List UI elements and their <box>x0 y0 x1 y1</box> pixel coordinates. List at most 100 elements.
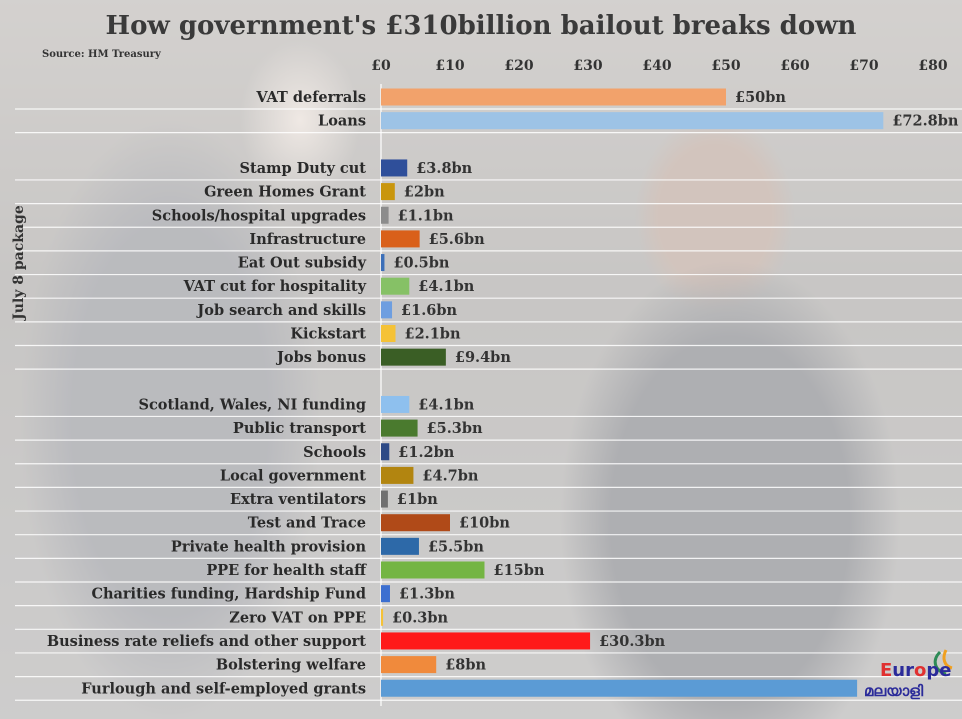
data-label: £2bn <box>404 184 445 201</box>
data-label: £5.5bn <box>428 538 484 555</box>
category-label: Scotland, Wales, NI funding <box>139 396 367 413</box>
data-label: £3.8bn <box>416 160 472 177</box>
bar <box>381 277 410 295</box>
bar-row: Scotland, Wales, NI funding £4.1bn <box>139 395 475 413</box>
category-label: Public transport <box>233 420 366 437</box>
bar-row: Infrastructure £5.6bn <box>249 230 485 248</box>
category-label: Local government <box>220 467 366 484</box>
bar <box>381 679 858 697</box>
group-label: Support since March <box>0 0 82 4</box>
category-label: Green Homes Grant <box>204 184 366 201</box>
category-label: Loans <box>318 113 366 130</box>
bar <box>381 112 884 130</box>
category-label: Jobs bonus <box>275 349 366 366</box>
data-label: £5.6bn <box>429 231 485 248</box>
category-label: Kickstart <box>290 326 366 343</box>
bar-row: Extra ventilators £1bn <box>230 490 438 508</box>
group-label: July 8 package <box>11 205 27 322</box>
data-label: £72.8bn <box>892 113 959 130</box>
bar <box>381 490 388 508</box>
category-label: Stamp Duty cut <box>240 160 367 177</box>
europe-logo: Europe മലയാളി <box>862 646 962 716</box>
logo-script: മലയാളി <box>864 682 924 700</box>
bar-row: Kickstart £2.1bn <box>290 325 461 343</box>
data-label: £1.3bn <box>399 586 455 603</box>
bar-row: Furlough and self-employed grants <box>81 679 858 697</box>
logo-text: Europe <box>880 660 952 681</box>
x-tick-label: £70 <box>849 58 878 74</box>
bar-row: Job search and skills £1.6bn <box>195 301 457 319</box>
bar <box>381 608 384 626</box>
category-label: Schools <box>303 444 366 461</box>
category-label: Infrastructure <box>249 231 366 248</box>
bar <box>381 514 450 532</box>
x-tick-label: £50 <box>711 58 740 74</box>
category-label: Zero VAT on PPE <box>229 609 366 626</box>
bar-row: Test and Trace £10bn <box>248 514 510 532</box>
bar <box>381 348 446 366</box>
data-label: £4.1bn <box>418 396 474 413</box>
source-note: Source: HM Treasury <box>42 49 162 60</box>
bar-row: Private health provision £5.5bn <box>171 537 484 555</box>
category-label: PPE for health staff <box>206 562 367 579</box>
x-tick-label: £30 <box>573 58 602 74</box>
bar <box>381 466 414 484</box>
bar <box>381 88 726 106</box>
category-label: Furlough and self-employed grants <box>81 680 366 697</box>
bar <box>381 395 410 413</box>
x-tick-label: £80 <box>918 58 947 74</box>
data-label: £50bn <box>735 89 786 106</box>
x-tick-label: £0 <box>371 58 391 74</box>
data-label: £4.7bn <box>422 467 478 484</box>
bar <box>381 301 393 319</box>
category-label: Extra ventilators <box>230 491 366 508</box>
bar <box>381 183 395 201</box>
bar <box>381 325 396 342</box>
gridlines <box>15 84 962 706</box>
x-tick-label: £10 <box>435 58 464 74</box>
bar-row: Zero VAT on PPE £0.3bn <box>229 608 449 626</box>
bar <box>381 585 390 603</box>
bar <box>381 206 389 224</box>
bar-row: Stamp Duty cut £3.8bn <box>240 159 473 177</box>
bar-row: Charities funding, Hardship Fund £1.3bn <box>91 585 455 603</box>
bar <box>381 159 408 177</box>
bar-row: Schools/hospital upgrades £1.1bn <box>152 206 454 224</box>
data-label: £30.3bn <box>599 633 666 650</box>
category-label: Charities funding, Hardship Fund <box>91 586 366 603</box>
data-label: £9.4bn <box>455 349 511 366</box>
bar-row: VAT deferrals £50bn <box>255 88 786 106</box>
data-label: £5.3bn <box>427 420 483 437</box>
category-label: Job search and skills <box>195 302 366 319</box>
bar-row: Public transport £5.3bn <box>233 419 483 437</box>
bar-row: VAT cut for hospitality £4.1bn <box>183 277 475 295</box>
data-label: £0.3bn <box>392 609 448 626</box>
data-label: £1.6bn <box>401 302 457 319</box>
bar-row: Eat Out subsidy £0.5bn <box>238 254 450 272</box>
bar-row: Green Homes Grant £2bn <box>204 183 445 201</box>
x-tick-label: £20 <box>504 58 533 74</box>
chart-title: How government's £310billion bailout bre… <box>106 11 857 41</box>
bar <box>381 419 418 437</box>
bar <box>381 561 485 579</box>
category-label: VAT cut for hospitality <box>183 278 367 295</box>
category-label: Private health provision <box>171 538 367 555</box>
x-tick-label: £40 <box>642 58 671 74</box>
bar <box>381 230 420 248</box>
bar-row: PPE for health staff £15bn <box>206 561 545 579</box>
bar-row: Bolstering welfare £8bn <box>216 656 487 674</box>
x-tick-label: £60 <box>780 58 809 74</box>
category-label: Eat Out subsidy <box>238 255 367 272</box>
data-label: £10bn <box>459 515 510 532</box>
data-label: £1.1bn <box>398 207 454 224</box>
x-axis-ticks: £0 £10 £20 £30 £40 £50 £60 £70 £80 <box>371 58 948 74</box>
logo-swirl-icon <box>933 649 953 676</box>
bars: VAT deferrals £50bn Loans £72.8bn Stamp Duty… <box>47 88 959 697</box>
data-label: £15bn <box>494 562 545 579</box>
category-label: Bolstering welfare <box>216 657 366 674</box>
bar-row: Business rate reliefs and other support £… <box>47 632 666 650</box>
bar <box>381 537 419 555</box>
category-label: Schools/hospital upgrades <box>152 207 366 224</box>
bar-row: Local government £4.7bn <box>220 466 479 484</box>
